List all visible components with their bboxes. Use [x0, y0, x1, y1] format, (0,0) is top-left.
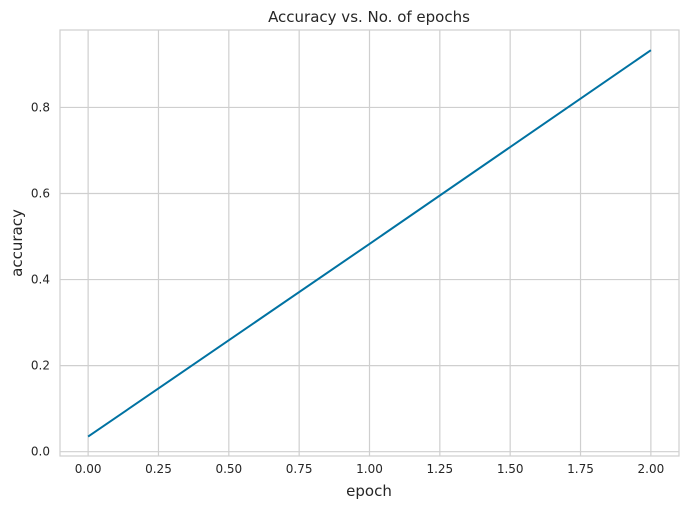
tick-labels: 0.00 0.25 0.50 0.75 1.00 1.25 1.50 1.75 2.00 0.0 0… — [31, 100, 664, 476]
x-tick-label: 0.00 — [75, 462, 102, 476]
y-tick-label: 0.6 — [31, 187, 50, 201]
y-tick-label: 0.0 — [31, 445, 50, 459]
chart-title: Accuracy vs. No. of epochs — [268, 8, 470, 26]
x-tick-label: 0.75 — [286, 462, 313, 476]
x-tick-label: 1.75 — [567, 462, 594, 476]
x-tick-label: 1.25 — [426, 462, 453, 476]
series-lines — [87, 49, 652, 438]
x-tick-label: 1.00 — [356, 462, 383, 476]
x-tick-label: 0.25 — [145, 462, 172, 476]
x-tick-label: 1.50 — [497, 462, 524, 476]
x-tick-label: 0.50 — [215, 462, 242, 476]
plot-frame — [59, 29, 680, 457]
y-tick-label: 0.4 — [31, 273, 50, 287]
y-tick-label: 0.2 — [31, 359, 50, 373]
x-tick-label: 2.00 — [638, 462, 665, 476]
y-tick-label: 0.8 — [31, 100, 50, 114]
y-axis-label: accuracy — [8, 209, 26, 277]
accuracy-series-line — [87, 49, 652, 438]
x-axis-label: epoch — [346, 482, 392, 500]
